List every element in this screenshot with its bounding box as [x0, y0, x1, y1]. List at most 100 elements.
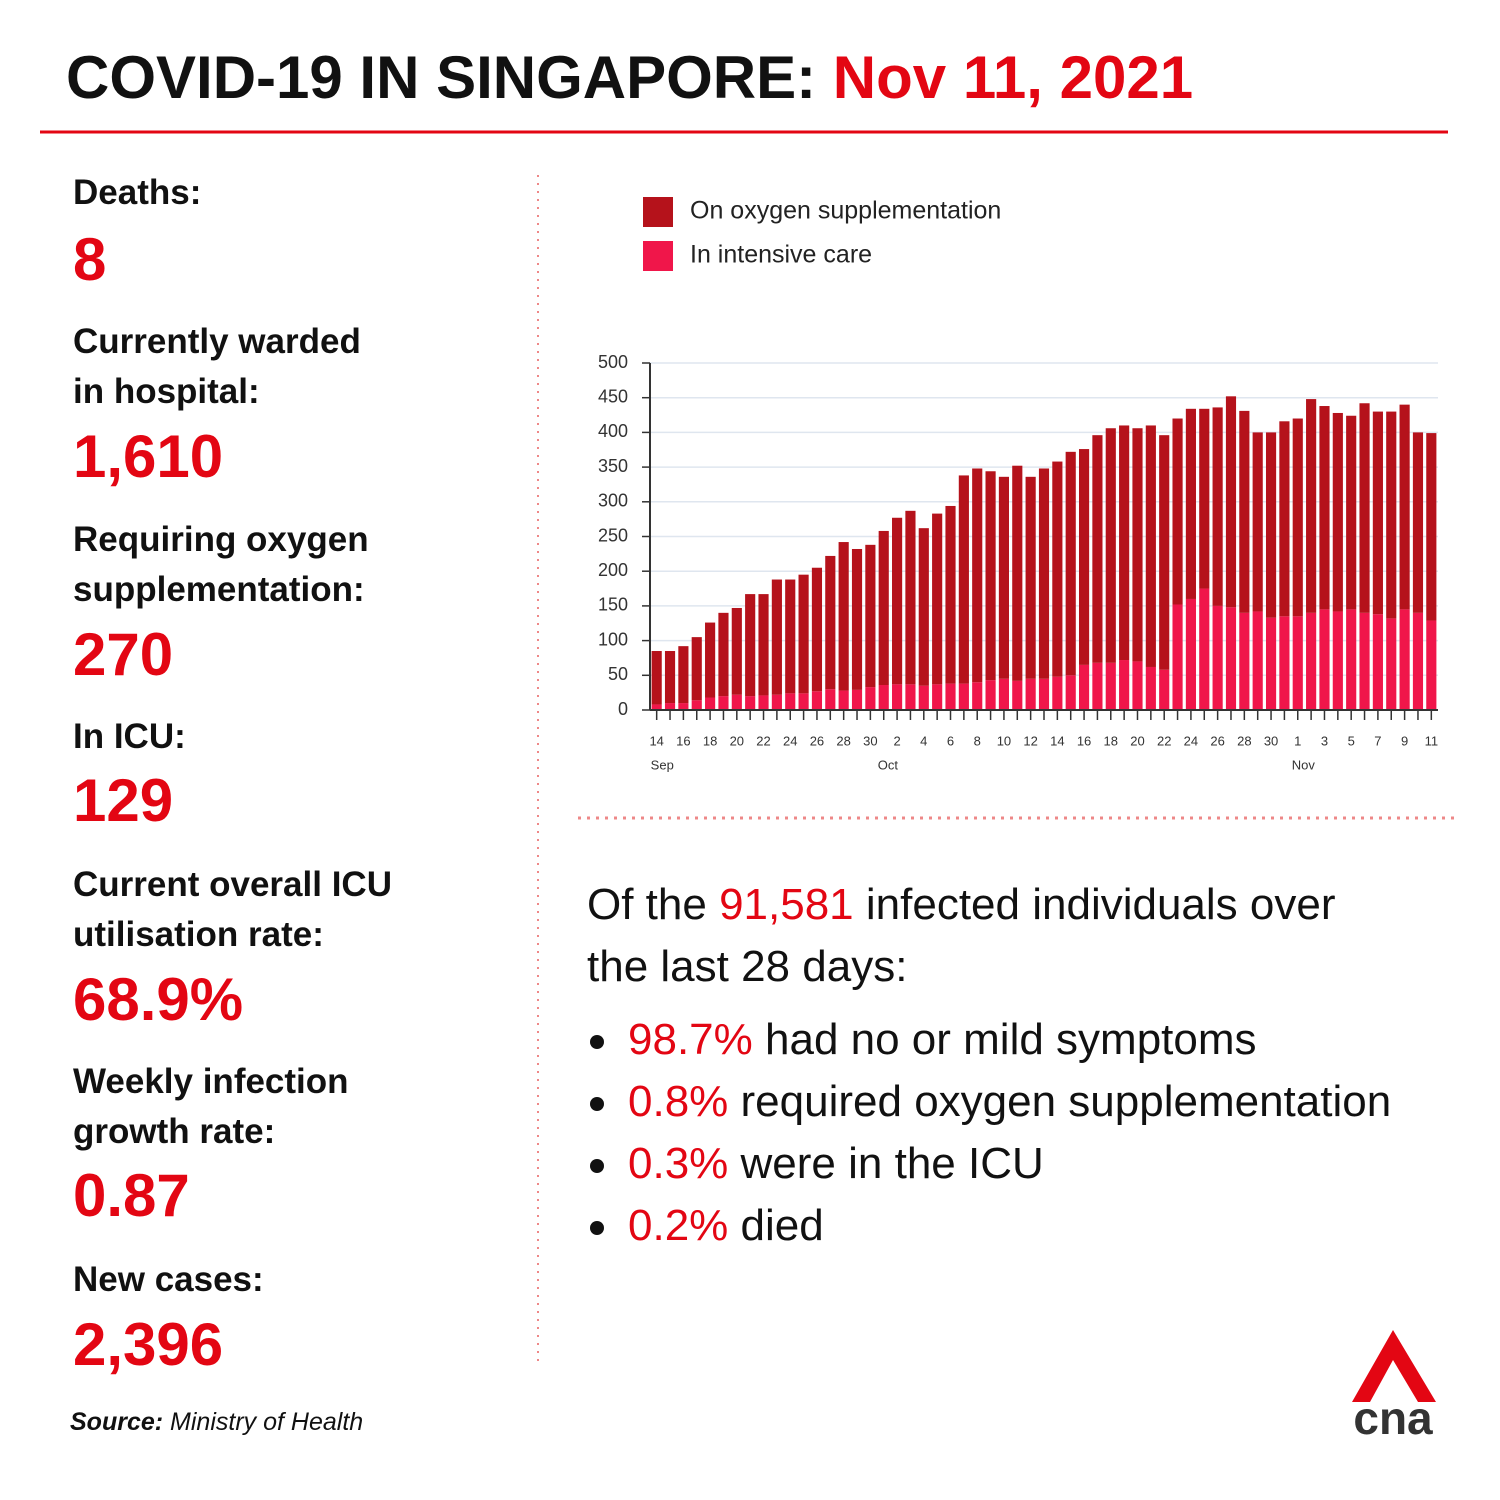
stat-label: Current overall ICU — [73, 865, 392, 904]
bar — [731, 607, 742, 695]
y-tick-label: 250 — [598, 525, 628, 545]
bar — [798, 693, 809, 710]
source: Source: Ministry of Health — [70, 1407, 363, 1437]
x-tick-label: 12 — [1023, 733, 1037, 748]
month-label: Nov — [1292, 757, 1316, 772]
bullet-value: 0.3% — [628, 1138, 729, 1188]
logo-mark — [1352, 1330, 1436, 1402]
y-tick-label: 350 — [598, 456, 628, 476]
bar — [811, 691, 823, 710]
x-tick-label: 18 — [1104, 733, 1118, 748]
x-tick-label: 7 — [1374, 733, 1381, 748]
x-tick-label: 28 — [836, 733, 850, 748]
x-tick-label: 16 — [676, 733, 690, 748]
y-tick-label: 400 — [598, 421, 628, 441]
bar — [1359, 612, 1370, 710]
bullet-value: 98.7% — [628, 1014, 753, 1064]
bullet: 0.8% required oxygen supplementation — [628, 1076, 1391, 1129]
bar — [905, 684, 916, 710]
bar — [745, 594, 756, 697]
y-tick-label: 0 — [618, 699, 628, 719]
legend-label: On oxygen supplementation — [690, 197, 1001, 225]
bar — [825, 555, 836, 690]
stat-label: in hospital: — [73, 372, 260, 411]
x-tick-label: 10 — [997, 733, 1011, 748]
bar — [1025, 476, 1036, 679]
bar — [1319, 406, 1330, 610]
bullet-text: died — [740, 1200, 824, 1250]
bullet-dot — [590, 1035, 604, 1049]
bar — [1239, 410, 1250, 613]
bar — [1386, 618, 1397, 710]
bullet-text: required oxygen supplementation — [740, 1076, 1392, 1126]
bar — [1426, 433, 1437, 621]
bar — [892, 517, 903, 685]
month-label: Sep — [651, 757, 674, 772]
bar — [1252, 611, 1263, 710]
bar — [1038, 678, 1050, 710]
bar — [1279, 421, 1290, 617]
stat-label: New cases: — [73, 1260, 264, 1299]
bar — [1265, 432, 1277, 618]
y-tick-label: 450 — [598, 386, 628, 406]
bar — [1372, 614, 1383, 710]
x-tick-label: 18 — [703, 733, 717, 748]
bar — [811, 567, 823, 692]
bar — [1105, 662, 1116, 710]
bar — [865, 544, 876, 688]
stat-value: 8 — [73, 226, 107, 293]
bar — [998, 678, 1010, 710]
bar — [1078, 664, 1090, 710]
bar — [691, 700, 702, 710]
bar — [1306, 612, 1317, 710]
bar — [651, 651, 662, 705]
stat-label: utilisation rate: — [73, 915, 324, 954]
bar — [905, 510, 916, 685]
bar — [1199, 588, 1210, 710]
bar — [1386, 411, 1397, 619]
bar — [1332, 412, 1343, 612]
source-text: Ministry of Health — [170, 1408, 364, 1436]
bar — [1119, 660, 1130, 710]
summary-highlight: 91,581 — [719, 879, 854, 929]
stat-label: supplementation: — [73, 570, 365, 609]
stat-label: Weekly infection — [73, 1062, 349, 1101]
stat-value: 2,396 — [73, 1311, 224, 1378]
bar — [1372, 411, 1383, 615]
bar — [998, 476, 1010, 679]
bullet-value: 0.2% — [628, 1200, 729, 1250]
x-tick-label: 4 — [920, 733, 927, 748]
bar — [664, 703, 676, 710]
x-tick-label: 30 — [1264, 733, 1278, 748]
bar — [705, 622, 716, 698]
bar — [1159, 669, 1170, 710]
x-tick-label: 30 — [863, 733, 877, 748]
bar — [1132, 428, 1143, 662]
summary-text: infected individuals over — [865, 879, 1336, 929]
bar — [691, 637, 702, 701]
y-tick-label: 150 — [598, 595, 628, 615]
x-tick-label: 9 — [1401, 733, 1408, 748]
bar — [678, 646, 689, 704]
bar — [785, 579, 796, 694]
bullet: 98.7% had no or mild symptoms — [628, 1014, 1257, 1067]
bar — [1012, 680, 1023, 710]
bar — [1306, 399, 1317, 613]
bar — [945, 683, 956, 710]
bar — [705, 697, 716, 710]
bar — [1012, 465, 1023, 681]
stat-label: Deaths: — [73, 173, 202, 212]
bar — [932, 513, 943, 685]
x-tick-label: 20 — [1130, 733, 1144, 748]
x-tick-label: 8 — [974, 733, 981, 748]
bar — [892, 684, 903, 710]
x-tick-label: 14 — [649, 733, 663, 748]
summary-line: the last 28 days: — [587, 941, 908, 991]
bar — [1145, 666, 1156, 710]
bar — [1172, 604, 1183, 710]
bar — [731, 694, 742, 710]
bar — [1212, 605, 1223, 710]
y-tick-label: 500 — [598, 352, 628, 372]
